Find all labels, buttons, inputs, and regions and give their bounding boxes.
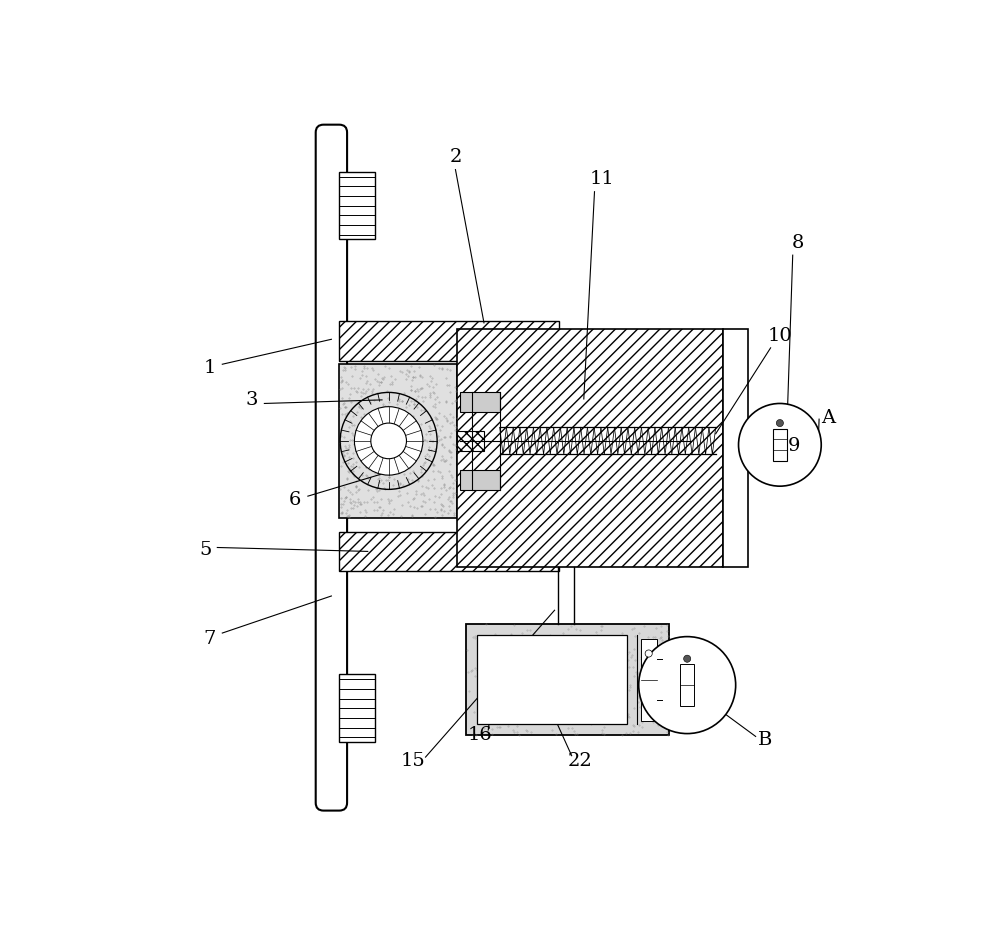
Bar xyxy=(460,470,500,490)
Bar xyxy=(641,639,657,720)
Text: 6: 6 xyxy=(289,491,301,508)
Text: 15: 15 xyxy=(400,753,425,770)
Text: 7: 7 xyxy=(203,630,216,648)
Circle shape xyxy=(639,636,736,733)
Text: 5: 5 xyxy=(200,541,212,558)
Bar xyxy=(723,329,748,568)
Text: 10: 10 xyxy=(768,327,792,344)
Text: 3: 3 xyxy=(246,391,258,409)
Circle shape xyxy=(739,404,821,486)
Circle shape xyxy=(354,407,423,475)
Bar xyxy=(339,171,375,240)
Bar xyxy=(457,431,484,451)
Bar xyxy=(477,635,627,724)
Text: 16: 16 xyxy=(468,726,493,744)
Text: 11: 11 xyxy=(589,169,614,188)
Text: 9: 9 xyxy=(788,437,800,456)
Text: B: B xyxy=(758,731,773,749)
Circle shape xyxy=(645,650,652,657)
Bar xyxy=(339,321,559,360)
Text: 2: 2 xyxy=(449,148,462,167)
Circle shape xyxy=(684,656,691,662)
Bar xyxy=(466,624,669,735)
Text: 8: 8 xyxy=(792,234,804,252)
Bar xyxy=(680,664,694,707)
Text: A: A xyxy=(821,408,835,427)
Bar xyxy=(457,329,723,568)
FancyBboxPatch shape xyxy=(316,125,347,810)
Circle shape xyxy=(776,419,783,427)
Bar xyxy=(339,532,559,571)
Bar xyxy=(773,429,787,461)
Circle shape xyxy=(371,423,406,458)
Bar xyxy=(460,392,500,412)
Text: 22: 22 xyxy=(568,753,593,770)
Text: 1: 1 xyxy=(203,358,216,377)
Bar xyxy=(339,674,375,742)
Bar xyxy=(339,364,457,518)
